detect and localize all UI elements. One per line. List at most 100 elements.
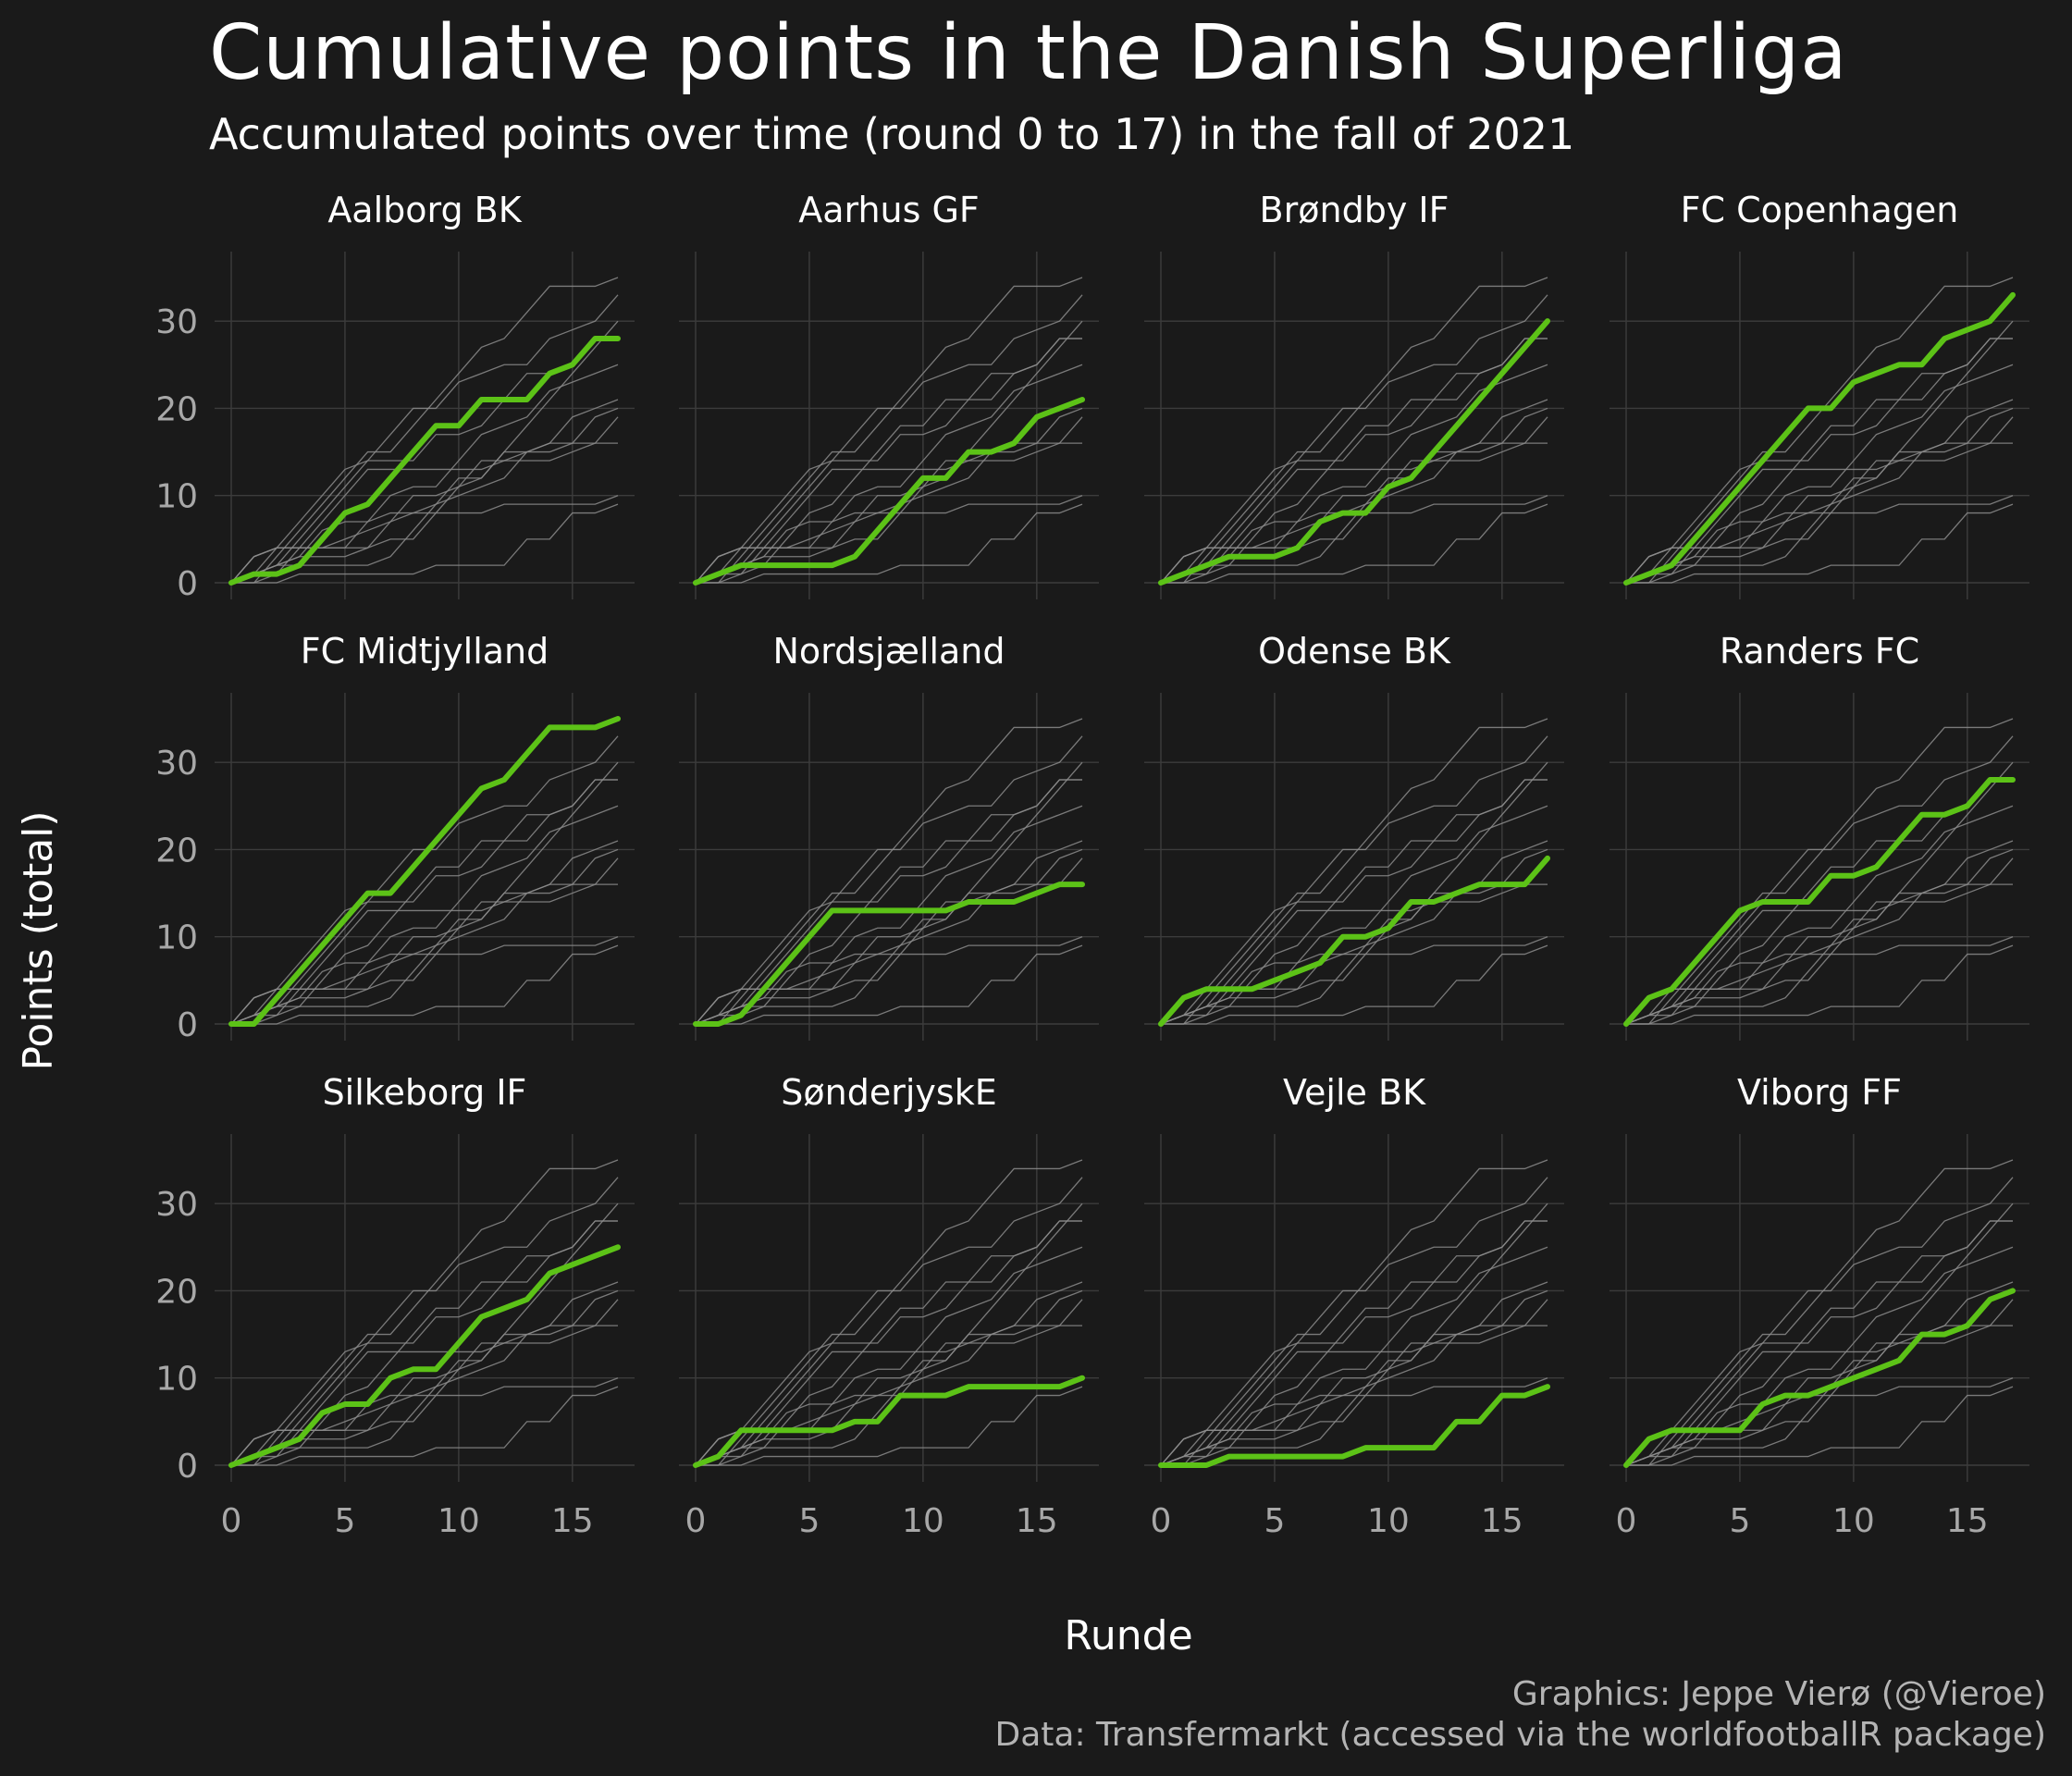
x-tick-label: 10 (902, 1502, 944, 1540)
background-series-line (696, 1159, 1083, 1466)
background-series-line (230, 1220, 618, 1466)
background-series-line (1160, 805, 1548, 1025)
x-tick-label: 0 (1616, 1502, 1637, 1540)
facet-panel: Viborg FF 0 5 10 15 (1610, 1072, 2029, 1540)
background-series-line (230, 1202, 619, 1466)
facet-title: Randers FC (1720, 631, 1919, 672)
background-series-line (1626, 1386, 2014, 1466)
background-series-line (1625, 848, 2014, 1025)
y-tick-label: 10 (155, 919, 198, 957)
facet-title: FC Midtjylland (301, 631, 549, 672)
facet-title: Odense BK (1258, 631, 1451, 672)
facet-title: Aarhus GF (798, 190, 980, 230)
background-series-line (231, 1386, 619, 1466)
chart-subtitle: Accumulated points over time (round 0 to… (209, 109, 1575, 159)
background-series-line (1160, 761, 1548, 1025)
y-tick-label: 30 (155, 1186, 198, 1224)
background-series-line (230, 857, 619, 1025)
facet-title: Brøndby IF (1260, 190, 1449, 230)
background-series-line (1161, 503, 1548, 584)
background-series-line (1625, 840, 2014, 1025)
background-series-line (696, 1325, 1082, 1466)
x-tick-label: 0 (685, 1502, 707, 1540)
background-series-line (1161, 1325, 1548, 1466)
y-tick-label: 30 (155, 303, 198, 341)
background-series-line (1626, 944, 2014, 1025)
background-series-line (1160, 1220, 1548, 1466)
background-series-line (696, 277, 1083, 584)
background-series-line (1626, 442, 2013, 584)
background-series-line (231, 883, 618, 1025)
background-series-line (695, 1220, 1082, 1466)
facet-title: SønderjyskE (781, 1072, 996, 1113)
background-series-line (695, 338, 1082, 584)
y-tick-label: 20 (155, 1273, 198, 1311)
background-series-line (1161, 944, 1548, 1025)
background-series-line (695, 399, 1083, 584)
y-tick-label: 20 (155, 832, 198, 870)
background-series-line (1625, 1299, 2014, 1466)
y-tick-label: 30 (155, 745, 198, 783)
background-series-line (1160, 1220, 1548, 1466)
background-series-line (230, 364, 619, 584)
background-series-line (1625, 338, 2013, 584)
background-series-line (230, 805, 619, 1025)
facet-panel: Odense BK (1144, 631, 1564, 1041)
highlight-series-line (228, 1244, 621, 1468)
background-series-line (1161, 277, 1548, 584)
background-series-line (695, 338, 1082, 584)
x-tick-label: 10 (438, 1502, 480, 1540)
highlight-series-line (1623, 291, 2016, 586)
background-series-line (230, 399, 619, 584)
background-series-line (1160, 779, 1548, 1025)
x-tick-label: 0 (1151, 1502, 1172, 1540)
background-series-line (230, 1177, 619, 1466)
facet-title: Viborg FF (1737, 1072, 1902, 1113)
background-series-line (1625, 320, 2014, 584)
background-series-line (696, 718, 1083, 1025)
facet-panels: Aalborg BK 0 10 20 30 Aarhus GF Brøndby IF FC C… (155, 190, 2029, 1540)
x-tick-label: 10 (1832, 1502, 1875, 1540)
background-series-line (695, 1246, 1083, 1466)
background-series-line (696, 1386, 1083, 1466)
facet-panel: Randers FC (1610, 631, 2029, 1041)
background-series-line (695, 735, 1083, 1025)
background-series-line (695, 407, 1083, 584)
highlight-series-line (693, 397, 1085, 586)
highlight-series-line (1623, 1288, 2016, 1468)
facet-title: FC Copenhagen (1681, 190, 1959, 230)
background-series-line (231, 1325, 618, 1466)
background-series-line (695, 1299, 1083, 1466)
x-tick-label: 5 (798, 1502, 820, 1540)
highlight-series-line (693, 882, 1085, 1027)
y-tick-label: 20 (155, 390, 198, 428)
x-tick-label: 10 (1367, 1502, 1410, 1540)
background-series-line (1160, 338, 1548, 584)
background-series-line (1160, 1202, 1548, 1466)
background-series-line (1625, 364, 2014, 584)
background-series-line (231, 503, 619, 584)
background-series-line (696, 944, 1083, 1025)
background-series-line (695, 779, 1082, 1025)
highlight-series-line (228, 336, 621, 586)
facet-title: Vejle BK (1283, 1072, 1426, 1113)
background-series-line (1160, 407, 1548, 584)
facet-title: Nordsjælland (772, 631, 1005, 672)
background-series-line (695, 364, 1083, 584)
x-tick-label: 0 (221, 1502, 242, 1540)
background-series-line (231, 442, 618, 584)
caption-source: Data: Transfermarkt (accessed via the wo… (994, 1716, 2046, 1754)
facet-panel: Aalborg BK 0 10 20 30 (155, 190, 635, 603)
background-series-line (1160, 1289, 1548, 1466)
highlight-series-line (693, 1375, 1085, 1468)
background-series-line (230, 1281, 619, 1466)
facet-panel: Vejle BK 0 5 10 15 (1144, 1072, 1564, 1540)
x-tick-label: 15 (1946, 1502, 1989, 1540)
background-series-line (696, 442, 1082, 584)
background-series-line (1161, 442, 1548, 584)
background-series-line (1161, 718, 1548, 1025)
background-series-line (1626, 1159, 2014, 1466)
y-axis-label: Points (total) (15, 810, 62, 1070)
background-series-line (695, 840, 1083, 1025)
background-series-line (230, 840, 619, 1025)
